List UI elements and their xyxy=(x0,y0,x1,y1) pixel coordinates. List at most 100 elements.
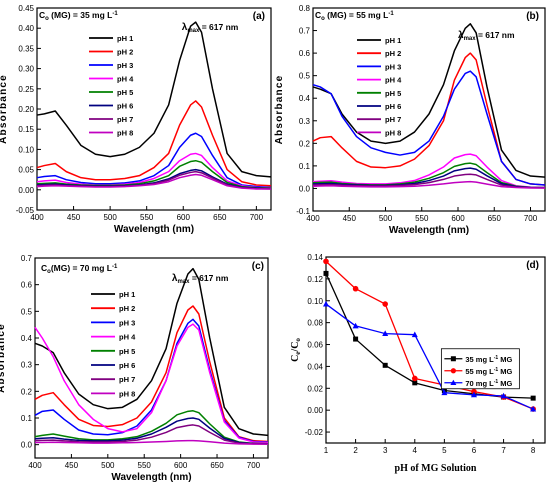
legend-label: pH 7 xyxy=(385,115,401,124)
x-axis-label: Wavelength (nm) xyxy=(389,225,469,236)
y-tick-label: 0.7 xyxy=(299,27,311,36)
plot-frame xyxy=(312,7,546,212)
legend-rest: MG xyxy=(498,379,512,388)
y-tick-label: 0.5 xyxy=(299,72,311,81)
x-tick-label: 650 xyxy=(488,214,502,223)
y-tick-label: 0.2 xyxy=(21,387,33,396)
lambda-max-annotation: λmax = 617 nm xyxy=(182,22,239,34)
x-tick-label: 550 xyxy=(415,214,429,223)
y-tick-label: 0.0 xyxy=(21,441,33,450)
y-tick-label: 0.2 xyxy=(299,139,311,148)
series-line-ph-6 xyxy=(312,167,546,189)
lambda-rest: = 617 nm xyxy=(199,22,238,32)
ann-c: C xyxy=(41,263,47,273)
series-line-ph-8 xyxy=(36,173,271,190)
legend-label: pH 3 xyxy=(119,318,135,327)
y-tick-label: 0.02 xyxy=(307,384,323,393)
panel-a: 400 450 500 550 600 650 700 -0.05 0.00 0.05 0.10 0.… xyxy=(0,4,272,235)
panel-d: 1 2 3 4 5 6 7 8 -0.02 0.00 0.02 0.04 0.06 0.08 0.10 0.1… xyxy=(290,253,546,474)
legend-name: 35 mg L xyxy=(465,355,494,364)
data-point-circle xyxy=(471,388,477,395)
lambda-max-annotation: λmax = 617 nm xyxy=(458,30,515,42)
legend-label: 35 mg L-1 MG xyxy=(465,355,512,364)
lambda-symbol: λ xyxy=(172,273,178,284)
y-tick-label: 0.5 xyxy=(21,307,33,316)
series-line-ph-5 xyxy=(312,162,546,189)
series-line-ph-8 xyxy=(35,439,268,445)
panel-label: (a) xyxy=(253,11,265,22)
data-point-triangle xyxy=(500,392,507,399)
panel-b: 400 450 500 550 600 650 700 -0.1 0.0 0.1 0.2 0.3 0.4… xyxy=(274,4,546,236)
concentration-annotation: Co(MG) = 70 mg L-1 xyxy=(41,263,118,275)
y-tick-label: 0.15 xyxy=(18,125,34,134)
series-line-ph-4 xyxy=(312,153,546,189)
y-tick-label: 0.14 xyxy=(307,253,323,262)
y-tick-label: -0.02 xyxy=(305,428,324,437)
legend-marker-circle xyxy=(450,368,456,374)
x-tick-label: 7 xyxy=(501,446,506,455)
y-tick-label: -0.1 xyxy=(296,207,310,216)
x-tick-label: 450 xyxy=(65,461,79,470)
y-axis-label: Absorbance xyxy=(0,323,7,393)
y-axis-label: Ce/Co xyxy=(290,338,302,362)
x-tick-label: 1 xyxy=(324,446,329,455)
lambda-max-annotation: λmax = 617 nm xyxy=(172,273,229,285)
ann-sub: o xyxy=(45,16,49,22)
legend-label: pH 1 xyxy=(117,34,133,43)
x-tick-label: 600 xyxy=(451,214,465,223)
x-tick-label: 3 xyxy=(383,446,388,455)
y-tick-label: 0.20 xyxy=(18,105,34,114)
ann-sup: -1 xyxy=(112,264,118,270)
ann-c: C xyxy=(315,10,321,20)
lambda-rest: = 617 nm xyxy=(189,273,228,283)
plot-frame xyxy=(325,256,546,444)
x-axis-label: Wavelength (nm) xyxy=(114,224,194,235)
series-line-ph-7 xyxy=(34,424,269,445)
legend-label: pH 8 xyxy=(385,128,401,137)
legend-label: pH 7 xyxy=(119,375,135,384)
x-tick-label: 550 xyxy=(138,461,152,470)
ann-sub: o xyxy=(47,269,51,275)
data-point-square xyxy=(412,380,418,386)
lambda-sub: max xyxy=(177,279,190,285)
concentration-annotation: Co (MG) = 35 mg L-1 xyxy=(39,10,118,22)
panel-label: (b) xyxy=(526,11,539,22)
x-tick-label: 500 xyxy=(379,214,393,223)
y-tick-label: 0.45 xyxy=(18,4,34,13)
legend-rest: MG xyxy=(498,355,512,364)
x-tick-label: 450 xyxy=(343,214,357,223)
panel-label: (d) xyxy=(526,260,539,271)
data-point-triangle xyxy=(411,331,418,338)
legend-label: pH 8 xyxy=(117,129,133,138)
x-tick-label: 700 xyxy=(247,461,261,470)
y-tick-label: 0.6 xyxy=(21,281,33,290)
legend-marker-triangle xyxy=(450,379,457,386)
y-tick-label: 0.04 xyxy=(307,362,323,371)
series-line-ph-5 xyxy=(36,159,272,189)
x-tick-label: 700 xyxy=(524,214,538,223)
y-label-mid: /C xyxy=(290,342,301,353)
legend-sup: -1 xyxy=(494,355,499,361)
series-line-ph-1 xyxy=(34,267,269,437)
y-tick-label: 0.4 xyxy=(299,94,311,103)
series-line-ph-1 xyxy=(36,21,272,178)
legend-label: pH 1 xyxy=(119,290,135,299)
y-tick-label: 0.25 xyxy=(18,85,34,94)
x-axis-label: pH of MG Solution xyxy=(395,463,477,474)
x-tick-label: 600 xyxy=(177,213,191,222)
series-line-ph-7 xyxy=(312,173,546,189)
series-line-ph-8 xyxy=(312,180,545,189)
x-tick-label: 8 xyxy=(531,446,536,455)
legend-label: pH 7 xyxy=(117,115,133,124)
legend-label: pH 3 xyxy=(117,61,133,70)
data-point-square xyxy=(382,362,388,368)
data-point-circle xyxy=(323,258,329,265)
data-point-circle xyxy=(382,301,388,307)
legend-label: pH 4 xyxy=(117,75,134,84)
legend-label: pH 5 xyxy=(117,88,133,97)
series-line-ph-1 xyxy=(312,23,546,178)
legend-rest: MG xyxy=(498,367,512,376)
x-tick-label: 450 xyxy=(67,213,81,222)
y-tick-label: 0.1 xyxy=(21,414,33,423)
x-tick-label: 4 xyxy=(413,446,418,455)
